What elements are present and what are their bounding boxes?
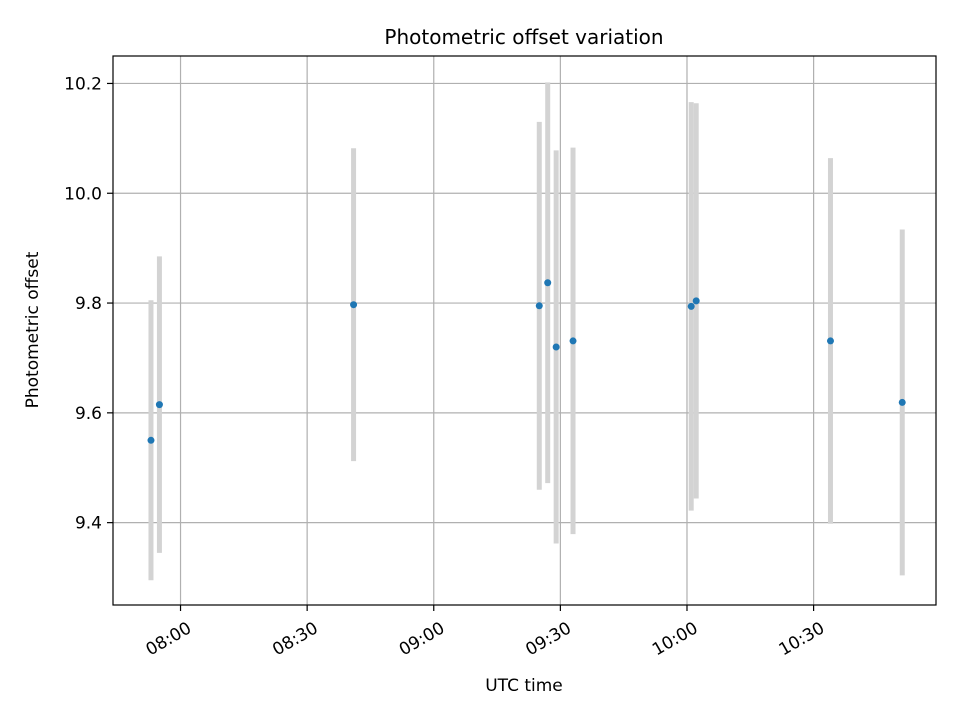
x-tick-label: 10:00 [649, 618, 701, 660]
x-axis-label: UTC time [485, 676, 563, 696]
error-bars [148, 82, 905, 581]
data-point [535, 302, 543, 310]
y-tick-label: 9.6 [75, 404, 102, 424]
y-tick-label: 9.8 [75, 294, 102, 314]
x-tick-label: 08:00 [143, 618, 195, 660]
plot-frame [112, 55, 937, 606]
chart-title: Photometric offset variation [384, 25, 663, 49]
y-axis-label: Photometric offset [23, 251, 43, 408]
data-point [826, 337, 834, 345]
axis-ticks: 08:00 08:30 09:00 09:30 10:00 10:30 9.4 9.6 9.8 1… [64, 74, 828, 660]
data-point [552, 343, 560, 351]
data-point [350, 301, 358, 309]
y-tick-label: 10.2 [64, 74, 102, 94]
data-point [147, 436, 155, 444]
data-point [569, 337, 577, 345]
data-point [544, 279, 552, 287]
x-tick-label: 10:30 [776, 618, 828, 660]
x-tick-label: 08:30 [269, 618, 321, 660]
data-point [898, 398, 906, 406]
y-tick-label: 10.0 [64, 184, 102, 204]
x-tick-label: 09:00 [396, 618, 448, 660]
data-points [147, 279, 906, 444]
data-point [687, 302, 695, 310]
x-tick-label: 09:30 [522, 618, 574, 660]
data-point [155, 401, 163, 409]
grid [113, 56, 936, 605]
y-tick-label: 9.4 [75, 514, 102, 534]
data-point [692, 297, 700, 305]
